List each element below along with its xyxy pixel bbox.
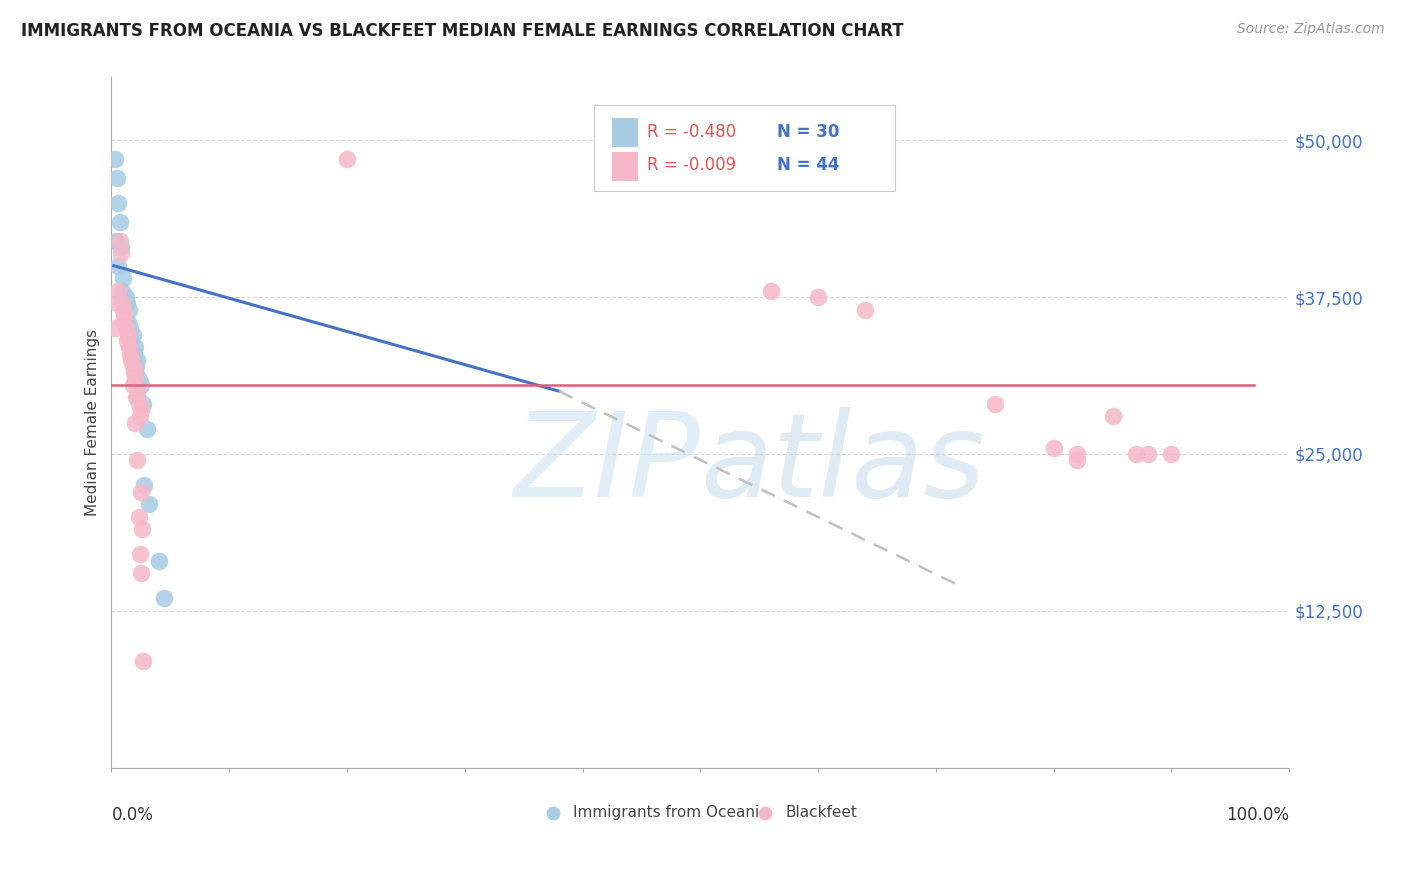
Point — [807, 290, 830, 304]
Point — [129, 403, 152, 417]
Point — [104, 321, 127, 335]
Point — [112, 271, 135, 285]
Point — [120, 321, 142, 335]
Point — [1066, 453, 1088, 467]
Point — [336, 152, 359, 166]
Text: ZIP: ZIP — [513, 407, 700, 521]
Point — [128, 371, 150, 385]
Text: atlas: atlas — [700, 407, 986, 521]
Point — [121, 378, 143, 392]
Point — [107, 259, 129, 273]
Point — [111, 284, 134, 298]
Point — [134, 478, 156, 492]
Point — [120, 352, 142, 367]
Bar — [612, 118, 638, 147]
Point — [121, 327, 143, 342]
FancyBboxPatch shape — [595, 105, 894, 191]
Point — [124, 416, 146, 430]
Point — [104, 152, 127, 166]
Point — [124, 365, 146, 379]
Point — [138, 497, 160, 511]
Text: 0.0%: 0.0% — [111, 805, 153, 823]
Point — [129, 484, 152, 499]
Point — [1066, 447, 1088, 461]
Point — [108, 215, 131, 229]
Point — [127, 352, 149, 367]
Point — [127, 391, 149, 405]
Point — [853, 302, 876, 317]
Y-axis label: Median Female Earnings: Median Female Earnings — [86, 329, 100, 516]
Point — [105, 234, 128, 248]
Point — [759, 284, 782, 298]
Point — [128, 509, 150, 524]
Point — [754, 761, 776, 775]
Point — [108, 234, 131, 248]
Point — [115, 296, 138, 310]
Point — [153, 591, 176, 606]
Point — [128, 547, 150, 561]
Point — [128, 409, 150, 424]
Point — [132, 397, 155, 411]
Text: Immigrants from Oceania: Immigrants from Oceania — [574, 805, 769, 820]
Point — [122, 365, 145, 379]
Point — [1101, 409, 1123, 424]
Point — [121, 359, 143, 373]
Text: Blackfeet: Blackfeet — [785, 805, 858, 820]
Text: R = -0.480: R = -0.480 — [647, 123, 737, 141]
Point — [112, 315, 135, 329]
Point — [128, 397, 150, 411]
Text: IMMIGRANTS FROM OCEANIA VS BLACKFEET MEDIAN FEMALE EARNINGS CORRELATION CHART: IMMIGRANTS FROM OCEANIA VS BLACKFEET MED… — [21, 22, 904, 40]
Point — [127, 384, 149, 399]
Point — [117, 327, 139, 342]
Point — [129, 378, 152, 392]
Point — [120, 334, 142, 348]
Point — [135, 422, 157, 436]
Point — [122, 346, 145, 360]
Point — [118, 340, 141, 354]
Point — [112, 309, 135, 323]
Bar — [612, 152, 638, 181]
Point — [118, 302, 141, 317]
Point — [1125, 447, 1147, 461]
Point — [148, 554, 170, 568]
Point — [115, 334, 138, 348]
Point — [125, 359, 148, 373]
Point — [105, 170, 128, 185]
Point — [1136, 447, 1159, 461]
Point — [541, 761, 564, 775]
Point — [124, 340, 146, 354]
Text: N = 44: N = 44 — [778, 156, 839, 174]
Point — [129, 566, 152, 581]
Point — [114, 290, 136, 304]
Point — [110, 246, 132, 260]
Point — [125, 391, 148, 405]
Text: R = -0.009: R = -0.009 — [647, 156, 737, 174]
Point — [124, 371, 146, 385]
Point — [114, 321, 136, 335]
Point — [107, 196, 129, 211]
Text: Source: ZipAtlas.com: Source: ZipAtlas.com — [1237, 22, 1385, 37]
Point — [112, 302, 135, 317]
Point — [132, 654, 155, 668]
Point — [1160, 447, 1182, 461]
Text: N = 30: N = 30 — [778, 123, 839, 141]
Point — [120, 346, 142, 360]
Point — [1042, 441, 1064, 455]
Point — [110, 240, 132, 254]
Point — [111, 296, 134, 310]
Point — [127, 453, 149, 467]
Point — [117, 315, 139, 329]
Point — [107, 284, 129, 298]
Point — [105, 296, 128, 310]
Point — [131, 522, 153, 536]
Point — [984, 397, 1007, 411]
Text: 100.0%: 100.0% — [1226, 805, 1289, 823]
